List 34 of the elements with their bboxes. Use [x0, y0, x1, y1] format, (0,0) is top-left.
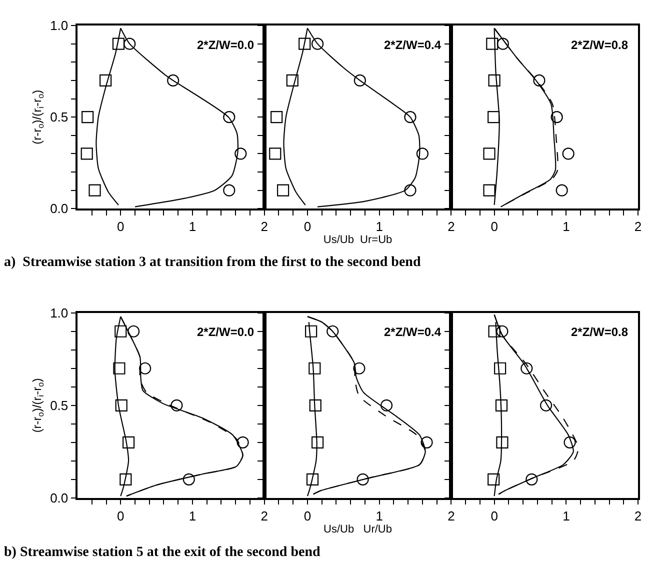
annotation: 2*Z/W=0.8: [571, 325, 628, 339]
x-tick-label: 1: [376, 508, 383, 524]
x-tick-label: 0: [304, 218, 312, 234]
y-tick-label: 1.0: [50, 305, 68, 320]
x-tick-label: 2: [634, 508, 642, 524]
x-tick-label: 0: [117, 508, 124, 524]
y-tick-label: 0.0: [50, 490, 68, 506]
y-tick-label: 0.0: [50, 201, 68, 216]
x-tick-label: 0: [490, 508, 498, 524]
x-tick-label: 1: [562, 508, 570, 524]
annotation: 2*Z/W=0.0: [197, 38, 254, 52]
x-tick-label: 2: [448, 508, 455, 524]
x-axis-title: Us/Ub Ur=Ub: [323, 234, 392, 246]
x-axis-title: Us/Ub Ur/Ub: [324, 523, 392, 536]
text: a) Streamwise station 3 at transition from the first to the second bend: [4, 255, 421, 270]
x-tick-label: 1: [188, 218, 196, 234]
x-tick-label: 0: [490, 218, 498, 234]
x-tick-label: 0: [117, 218, 124, 234]
x-tick-label: 0: [304, 508, 312, 524]
annotation: 2*Z/W=0.4: [384, 325, 442, 339]
y-tick-label: 1.0: [50, 18, 68, 34]
x-tick-label: 2: [260, 508, 268, 524]
x-tick-label: 1: [188, 508, 196, 524]
x-tick-label: 2: [634, 218, 642, 234]
x-tick-label: 2: [448, 218, 455, 234]
y-tick-label: 0.5: [50, 110, 68, 125]
x-tick-label: 2: [260, 218, 268, 234]
y-tick-label: 0.5: [50, 398, 68, 413]
annotation: 2*Z/W=0.4: [384, 38, 442, 52]
annotation: 2*Z/W=0.8: [571, 38, 628, 52]
annotation: 2*Z/W=0.0: [197, 325, 254, 339]
x-tick-label: 1: [562, 218, 570, 234]
x-tick-label: 1: [376, 218, 383, 234]
text: b) Streamwise station 5 at the exit of the second bend: [4, 545, 320, 560]
